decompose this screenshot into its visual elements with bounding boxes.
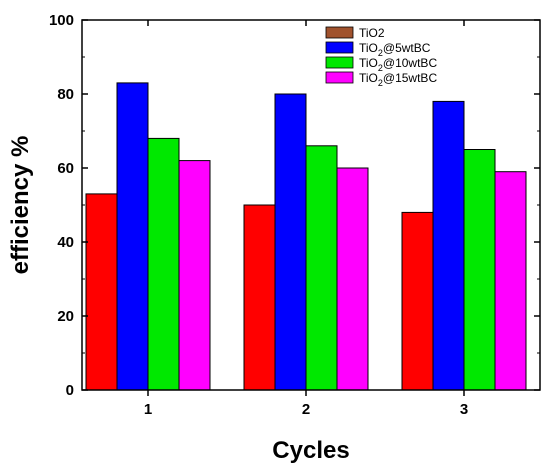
- bar-series1-cycle3: [401, 211, 434, 391]
- bar-series2-cycle3: [432, 100, 465, 391]
- x-axis-title: Cycles: [272, 437, 349, 464]
- legend-label: TiO2@10wtBC: [359, 56, 437, 73]
- y-tick-label: 40: [57, 234, 74, 251]
- y-tick-label: 0: [66, 382, 74, 399]
- bar-series4-cycle2: [336, 167, 369, 391]
- legend-swatch: [325, 56, 354, 69]
- y-tick-label: 100: [49, 12, 74, 29]
- legend-swatch: [325, 26, 354, 39]
- bar-series3-cycle3: [463, 149, 496, 391]
- y-tick-label: 20: [57, 308, 74, 325]
- legend-label: TiO2: [359, 26, 385, 40]
- legend-swatch: [325, 41, 354, 54]
- x-axis: 1 2 3: [144, 20, 468, 418]
- bar-series4-cycle1: [178, 160, 211, 391]
- x-tick-label: 2: [302, 401, 310, 418]
- y-axis-title: efficiency %: [7, 136, 34, 275]
- bar-series1-cycle2: [243, 204, 276, 391]
- x-tick-label: 3: [460, 401, 468, 418]
- bar-series2-cycle1: [116, 82, 149, 391]
- bar-series3-cycle1: [147, 137, 180, 391]
- bars-layer: [85, 82, 527, 391]
- y-tick-label: 80: [57, 86, 74, 103]
- legend-label: TiO2@5wtBC: [359, 41, 431, 58]
- y-tick-label: 60: [57, 160, 74, 177]
- legend-swatch: [325, 71, 354, 84]
- x-tick-label: 1: [144, 401, 152, 418]
- y-axis: 0 20 40 60 80 100: [49, 12, 540, 399]
- legend-label: TiO2@15wtBC: [359, 71, 437, 88]
- bar-series3-cycle2: [305, 145, 338, 391]
- bar-series2-cycle2: [274, 93, 307, 391]
- bar-series1-cycle1: [85, 193, 118, 391]
- bar-series4-cycle3: [494, 171, 527, 391]
